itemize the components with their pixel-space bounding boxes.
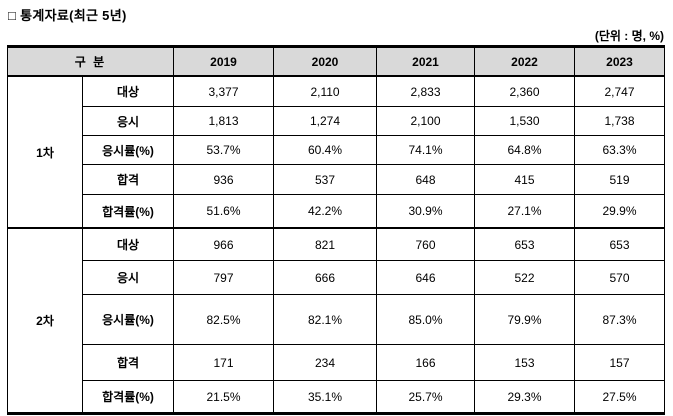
- table-cell: 87.3%: [574, 294, 666, 345]
- table-cell: 821: [273, 227, 378, 261]
- table-cell: 29.3%: [474, 380, 576, 414]
- table-cell: 63.3%: [574, 135, 666, 165]
- table-cell: 171: [173, 344, 275, 381]
- table-cell: 51.6%: [173, 194, 275, 229]
- table-cell: 570: [574, 260, 666, 295]
- table-cell: 797: [173, 260, 275, 295]
- table-header-row: 구 분 2019 2020 2021 2022 2023: [6, 46, 666, 77]
- page-title: □ 통계자료(최근 5년): [8, 8, 127, 23]
- table-cell: 966: [173, 227, 275, 261]
- table-cell: 25.7%: [376, 380, 476, 414]
- table-cell: 64.8%: [474, 135, 576, 165]
- row-label: 합격률(%): [81, 194, 175, 229]
- table-cell: 1,530: [474, 106, 576, 136]
- table-cell: 3,377: [173, 75, 275, 107]
- table-row: 응시 1,813 1,274 2,100 1,530 1,738: [8, 106, 666, 136]
- table-cell: 234: [273, 344, 378, 381]
- table-cell: 522: [474, 260, 576, 295]
- section-label-round1: 1차: [7, 75, 83, 229]
- table-row: 합격 936 537 648 415 519: [8, 164, 666, 195]
- column-header-year-2022: 2022: [474, 46, 576, 77]
- table-cell: 415: [474, 164, 576, 195]
- table-row: 1차 대상 3,377 2,110 2,833 2,360 2,747: [7, 75, 666, 229]
- row-label: 응시: [81, 106, 175, 136]
- table-cell: 42.2%: [273, 194, 378, 229]
- table-cell: 666: [273, 260, 378, 295]
- table-cell: 537: [273, 164, 378, 195]
- row-label: 응시률(%): [81, 294, 175, 345]
- table-cell: 30.9%: [376, 194, 476, 229]
- table-cell: 2,100: [376, 106, 476, 136]
- table-cell: 74.1%: [376, 135, 476, 165]
- table-cell: 519: [574, 164, 666, 195]
- table-cell: 60.4%: [273, 135, 378, 165]
- table-cell: 157: [574, 344, 666, 381]
- table-cell: 1,274: [273, 106, 378, 136]
- table-cell: 2,360: [474, 75, 576, 107]
- row-label: 합격: [81, 344, 175, 381]
- unit-note: (단위 : 명, %): [594, 29, 664, 43]
- table-cell: 27.1%: [474, 194, 576, 229]
- table-cell: 2,747: [574, 75, 666, 107]
- table-cell: 35.1%: [273, 380, 378, 414]
- table-cell: 2,110: [273, 75, 378, 107]
- table-row: 합격률(%) 51.6% 42.2% 30.9% 27.1% 29.9%: [8, 194, 666, 229]
- table-cell: 53.7%: [173, 135, 275, 165]
- table-cell: 82.1%: [273, 294, 378, 345]
- column-header-year-2020: 2020: [273, 46, 378, 77]
- table-row: 응시 797 666 646 522 570: [8, 260, 666, 295]
- table-row: 응시률(%) 53.7% 60.4% 74.1% 64.8% 63.3%: [8, 135, 666, 165]
- table-cell: 646: [376, 260, 476, 295]
- table-cell: 2,833: [376, 75, 476, 107]
- column-header-year-2019: 2019: [173, 46, 275, 77]
- table-cell: 760: [376, 227, 476, 261]
- row-label: 합격률(%): [81, 380, 175, 414]
- row-label: 응시률(%): [81, 135, 175, 165]
- section-label-round2: 2차: [7, 227, 83, 414]
- table-row: 2차 대상 966 821 760 653 653: [7, 227, 666, 414]
- statistics-table: 구 분 2019 2020 2021 2022 2023 1차 대상 3,377…: [6, 45, 666, 415]
- table-cell: 27.5%: [574, 380, 666, 414]
- table-cell: 166: [376, 344, 476, 381]
- table-cell: 29.9%: [574, 194, 666, 229]
- row-label: 합격: [81, 164, 175, 195]
- table-cell: 648: [376, 164, 476, 195]
- table-cell: 1,813: [173, 106, 275, 136]
- row-label: 응시: [81, 260, 175, 295]
- table-cell: 653: [574, 227, 666, 261]
- table-cell: 85.0%: [376, 294, 476, 345]
- table-cell: 936: [173, 164, 275, 195]
- table-row: 합격 171 234 166 153 157: [8, 344, 666, 381]
- column-header-year-2021: 2021: [376, 46, 476, 77]
- table-cell: 79.9%: [474, 294, 576, 345]
- row-label: 대상: [81, 75, 175, 107]
- table-row: 응시률(%) 82.5% 82.1% 85.0% 79.9% 87.3%: [8, 294, 666, 345]
- table-cell: 1,738: [574, 106, 666, 136]
- table-cell: 82.5%: [173, 294, 275, 345]
- column-header-category: 구 분: [6, 46, 175, 77]
- table-cell: 21.5%: [173, 380, 275, 414]
- row-label: 대상: [81, 227, 175, 261]
- column-header-year-2023: 2023: [574, 46, 666, 77]
- table-cell: 653: [474, 227, 576, 261]
- table-row: 합격률(%) 21.5% 35.1% 25.7% 29.3% 27.5%: [8, 380, 666, 414]
- table-cell: 153: [474, 344, 576, 381]
